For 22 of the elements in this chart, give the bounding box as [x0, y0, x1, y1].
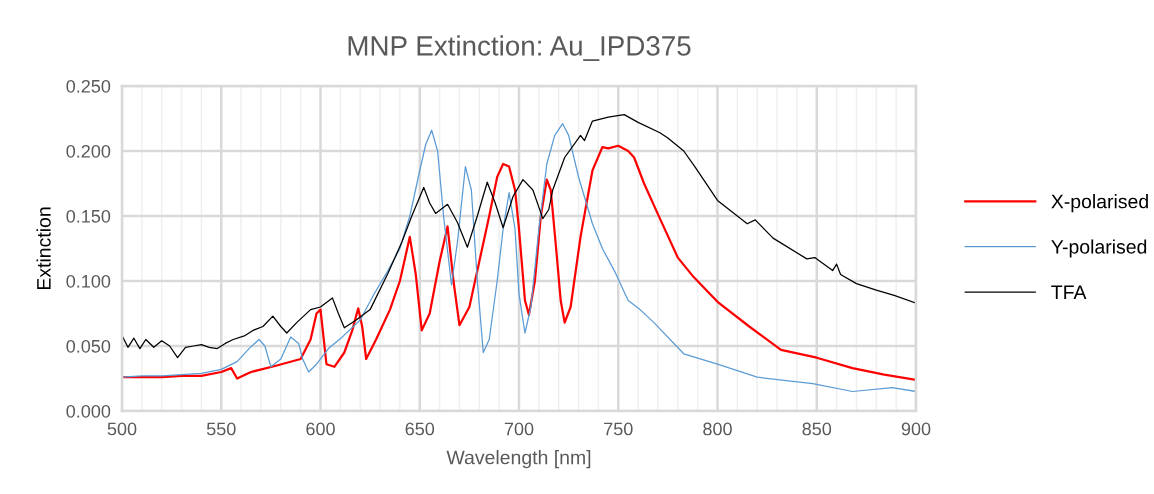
x-tick-label: 900 [901, 422, 931, 436]
legend-label: TFA [1051, 285, 1087, 299]
y-tick-label: 0.100 [66, 274, 111, 288]
x-tick-label: 850 [802, 422, 832, 436]
x-tick-label: 800 [703, 422, 732, 436]
y-axis-title: Extinction [36, 207, 51, 290]
y-tick-label: 0.000 [66, 404, 111, 418]
x-tick-label: 550 [206, 422, 236, 436]
y-tick-label: 0.050 [66, 339, 111, 353]
chart-title: MNP Extinction: Au_IPD375 [348, 35, 691, 61]
legend-label: X-polarised [1051, 194, 1148, 213]
y-tick-label: 0.250 [66, 79, 111, 93]
x-axis-title: Wavelength [nm] [446, 450, 591, 469]
x-tick-label: 700 [504, 422, 534, 436]
x-tick-label: 750 [604, 422, 633, 436]
y-tick-label: 0.200 [66, 144, 111, 158]
x-tick-label: 600 [306, 422, 335, 436]
legend-label: Y-polarised [1051, 239, 1147, 258]
line-series [122, 113, 916, 359]
y-tick-label: 0.150 [66, 209, 111, 223]
x-tick-label: 500 [107, 422, 137, 436]
x-tick-label: 650 [405, 422, 435, 436]
